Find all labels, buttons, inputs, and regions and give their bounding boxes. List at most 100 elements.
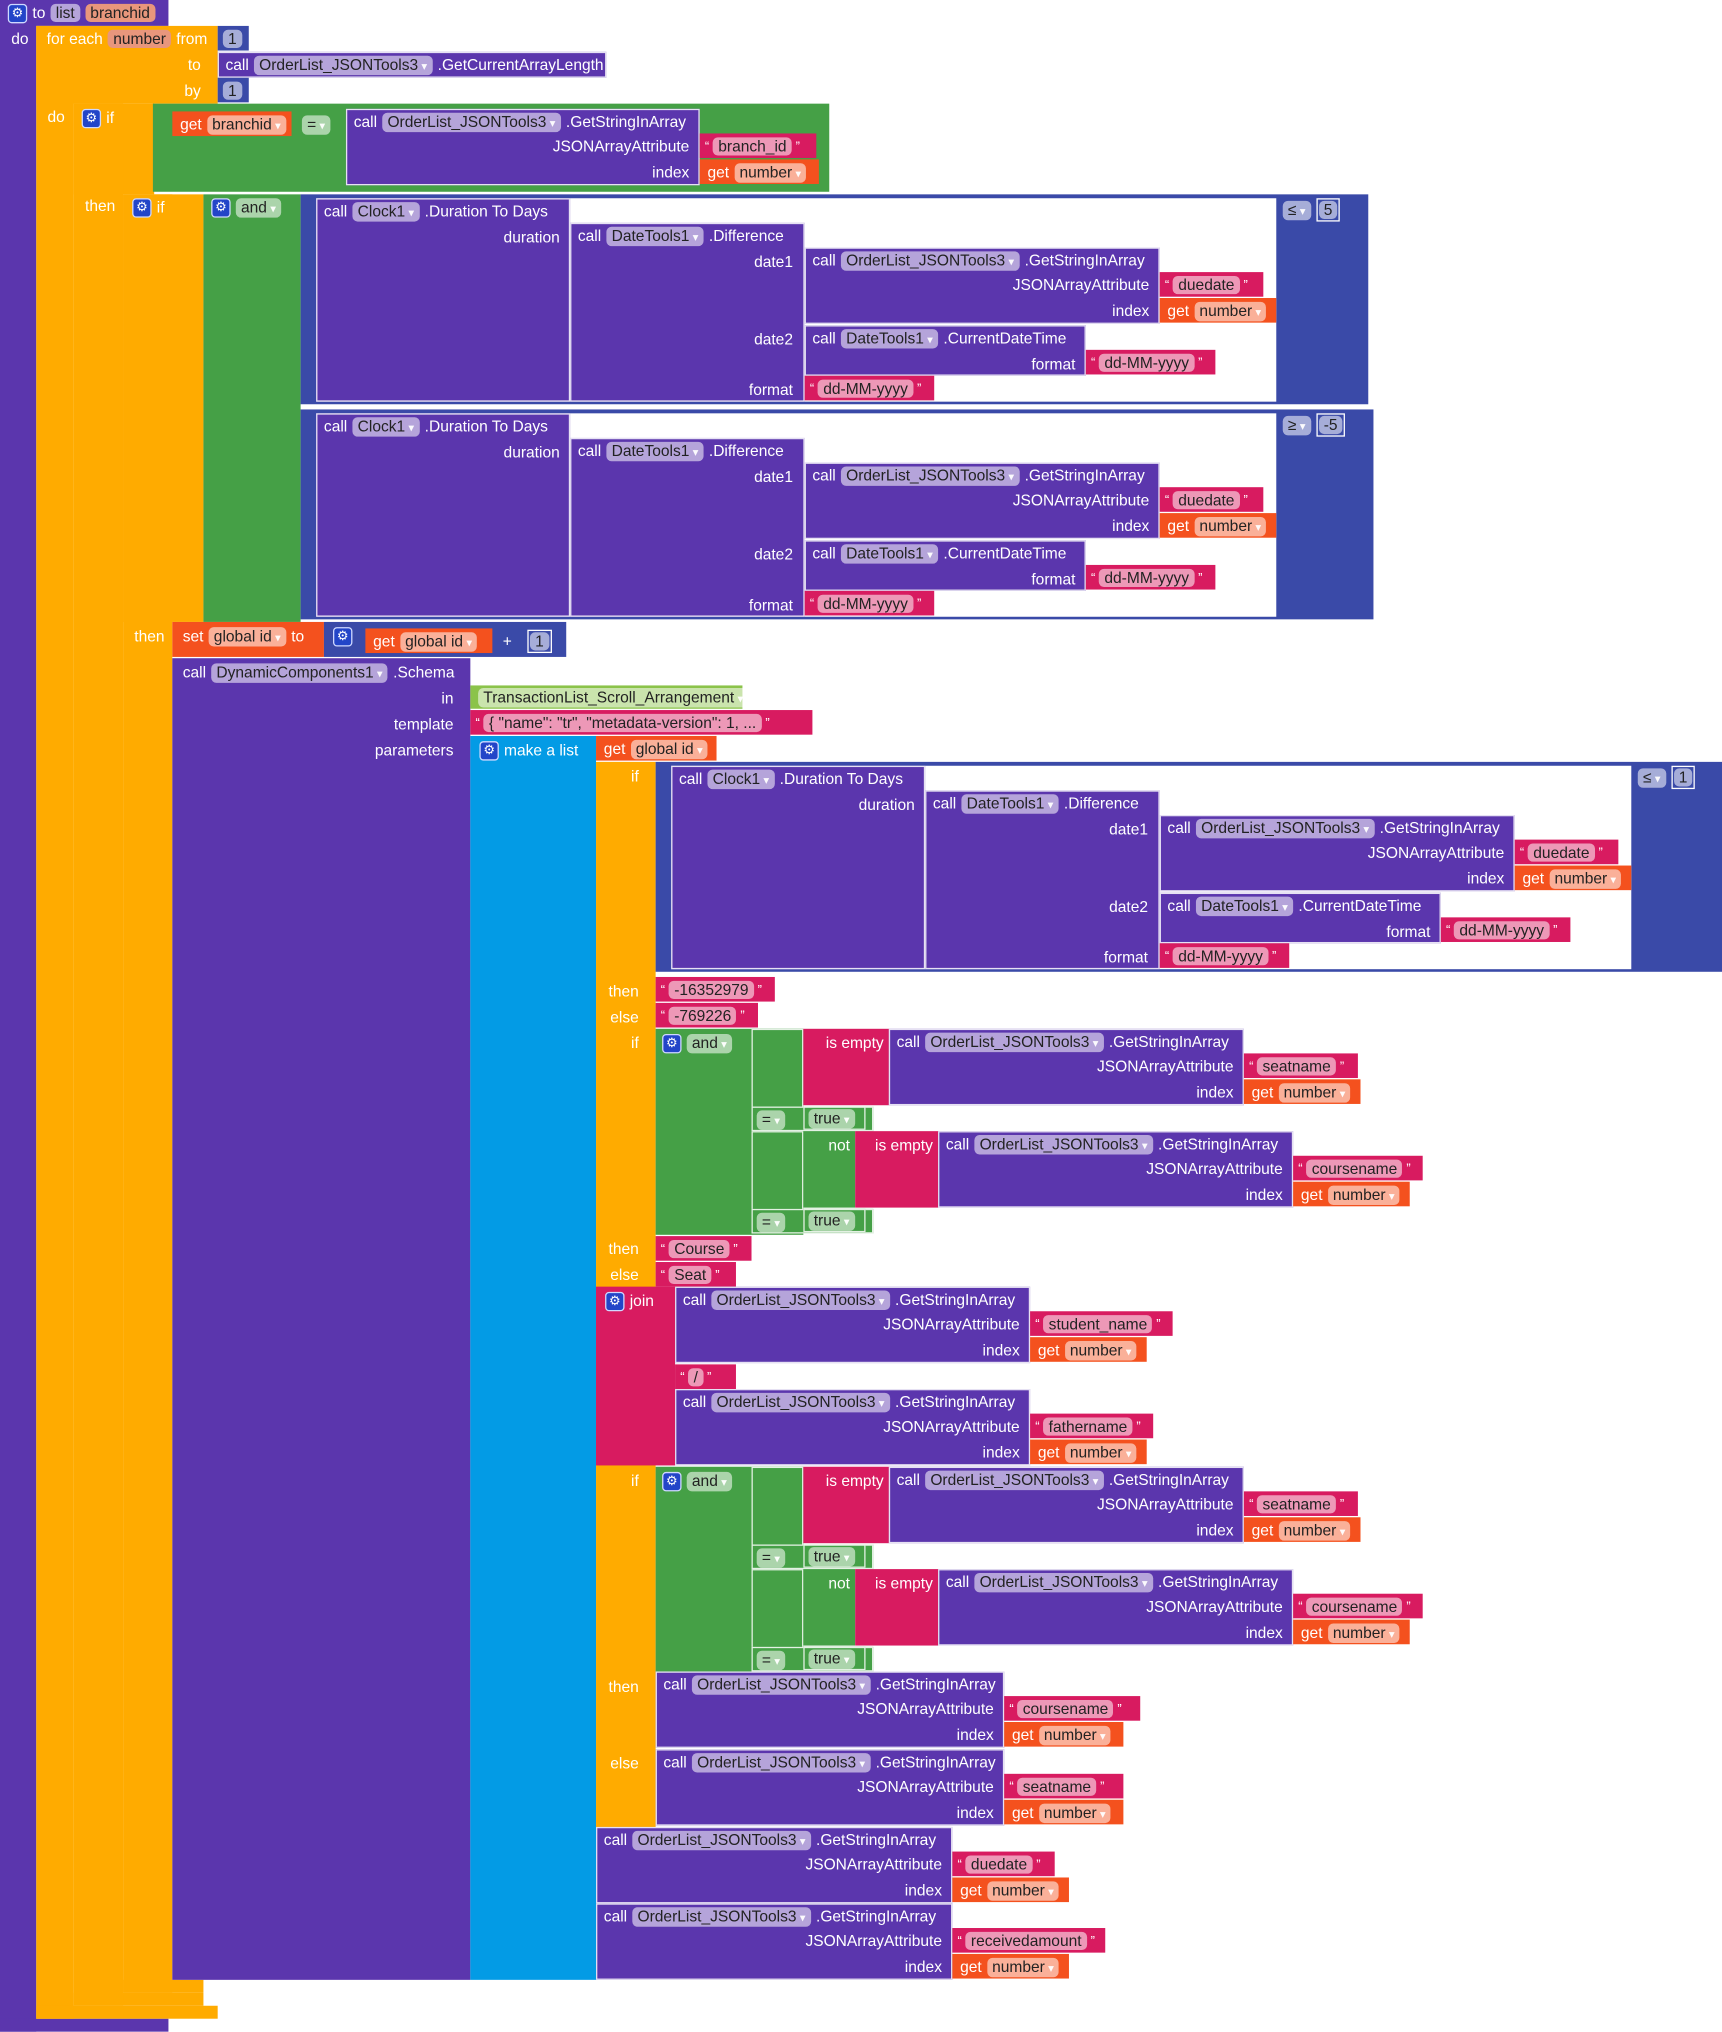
gear-icon[interactable]: ⚙ [332,626,353,646]
true-dropdown[interactable]: true [808,1546,855,1566]
true-dropdown[interactable]: true [808,1648,855,1669]
from-number[interactable]: 1 [222,29,242,48]
gear-icon[interactable]: ⚙ [81,108,102,128]
component-dropdown[interactable]: DateTools1 [606,441,704,461]
procedure-name[interactable]: list [50,3,80,23]
string-field[interactable]: dd-MM-yyyy [818,594,914,613]
if-bottom[interactable] [73,1992,204,2006]
component-dropdown[interactable]: DateTools1 [961,793,1059,814]
gear-icon[interactable]: ⚙ [605,1291,625,1311]
number-block[interactable]: -5 [1315,413,1346,437]
operator-dropdown[interactable]: ≤ [1637,767,1666,788]
component-dropdown[interactable]: DateTools1 [606,226,704,246]
not-block[interactable] [803,1131,856,1208]
component-dropdown[interactable]: OrderList_JSONTools3 [1195,818,1375,838]
string-field[interactable]: dd-MM-yyyy [1099,568,1195,587]
string-field[interactable]: duedate [965,1855,1033,1874]
number-field[interactable]: 1 [1673,768,1693,787]
if-bottom[interactable] [123,1979,204,1993]
operator-dropdown[interactable]: = [756,1212,786,1232]
component-dropdown[interactable]: OrderList_JSONTools3 [711,1289,890,1310]
string-field[interactable]: seatname [1257,1057,1336,1076]
gear-icon[interactable]: ⚙ [7,3,28,23]
string-field[interactable]: duedate [1173,275,1240,295]
variable-dropdown[interactable]: branchid [206,114,287,135]
component-dropdown[interactable]: DateTools1 [1195,895,1294,916]
component-dropdown[interactable]: OrderList_JSONTools3 [253,55,433,75]
string-field[interactable]: receivedamount [965,1931,1087,1951]
string-field[interactable]: student_name [1043,1315,1153,1334]
gear-icon[interactable]: ⚙ [479,740,499,760]
component-dropdown[interactable]: OrderList_JSONTools3 [925,1469,1104,1490]
component-dropdown[interactable]: DynamicComponents1 [211,662,388,683]
component-dropdown[interactable]: OrderList_JSONTools3 [974,1572,1153,1592]
slash-text[interactable] [675,1364,736,1390]
string-field[interactable]: duedate [1173,491,1240,510]
and-dropdown[interactable]: and [686,1471,733,1491]
string-field[interactable]: duedate [1528,843,1595,862]
string-field[interactable]: dd-MM-yyyy [1173,947,1269,966]
datetools-difference-block[interactable] [570,437,805,617]
variable-dropdown[interactable]: number [1278,1520,1351,1540]
if-body[interactable] [73,103,124,2006]
procedure-bottom[interactable] [0,2018,169,2032]
component-dropdown[interactable]: Clock1 [352,201,420,221]
not-block[interactable] [803,1569,856,1646]
datetools-difference-block[interactable] [570,222,805,402]
if-body[interactable] [123,194,173,1993]
variable-dropdown[interactable]: global id [208,626,287,646]
true-dropdown[interactable]: true [808,1210,855,1231]
component-dropdown[interactable]: Clock1 [352,416,420,437]
param-branchid[interactable]: branchid [85,3,156,23]
and-dropdown[interactable]: and [235,197,282,218]
gear-icon[interactable]: ⚙ [662,1033,682,1053]
variable-dropdown[interactable]: number [734,162,807,183]
gear-icon[interactable]: ⚙ [132,197,152,218]
component-dropdown[interactable]: OrderList_JSONTools3 [925,1032,1104,1052]
is-empty-block[interactable] [803,1466,889,1544]
operator-dropdown[interactable]: = [301,114,331,135]
clock-duration-block[interactable] [316,413,571,617]
variable-dropdown[interactable]: number [1278,1082,1351,1103]
string-field[interactable]: Course [669,1239,730,1259]
string-field[interactable]: / [688,1368,704,1387]
is-empty-block[interactable] [803,1028,889,1106]
variable-dropdown[interactable]: global id [399,631,478,652]
number-block[interactable]: 1 [527,629,552,654]
number-field[interactable]: -5 [1318,415,1343,435]
string-field[interactable]: { "name": "tr", "metadata-version": 1, .… [483,713,762,733]
operator-dropdown[interactable]: ≥ [1282,415,1311,435]
component-dropdown[interactable]: DateTools1 [840,543,939,563]
and-block[interactable] [203,194,301,622]
for-each-bottom[interactable] [36,2005,218,2019]
number-block[interactable]: 5 [1315,198,1341,222]
component-dropdown[interactable]: TransactionList_Scroll_Arrangement [478,687,749,707]
string-field[interactable]: dd-MM-yyyy [1099,353,1195,372]
component-dropdown[interactable]: OrderList_JSONTools3 [691,1674,871,1695]
string-field[interactable]: coursename [1306,1597,1403,1616]
clock-duration-block[interactable] [316,198,571,402]
variable-dropdown[interactable]: number [1549,868,1622,889]
variable-dropdown[interactable]: number [1327,1184,1400,1205]
string-field[interactable]: Seat [669,1265,712,1285]
variable-dropdown[interactable]: number [986,1957,1060,1977]
variable-dropdown[interactable]: number [1064,1340,1137,1360]
variable-dropdown[interactable]: global id [630,739,709,759]
component-dropdown[interactable]: OrderList_JSONTools3 [711,1392,890,1412]
is-empty-block[interactable] [855,1569,939,1646]
component-dropdown[interactable]: DateTools1 [840,328,939,348]
make-a-list-block[interactable] [470,735,597,1980]
string-field[interactable]: seatname [1017,1777,1097,1796]
component-dropdown[interactable]: OrderList_JSONTools3 [691,1752,871,1772]
join-block[interactable] [596,1286,676,1466]
number-block[interactable]: 1 [1670,765,1696,790]
true-dropdown[interactable]: true [808,1108,855,1128]
schema-call-block[interactable] [172,658,471,1980]
operator-dropdown[interactable]: = [756,1109,786,1130]
variable-dropdown[interactable]: number [1038,1725,1111,1745]
gear-icon[interactable]: ⚙ [662,1471,682,1491]
and-dropdown[interactable]: and [686,1033,733,1053]
string-field[interactable]: -769226 [669,1006,737,1025]
operator-dropdown[interactable]: ≤ [1282,200,1311,220]
